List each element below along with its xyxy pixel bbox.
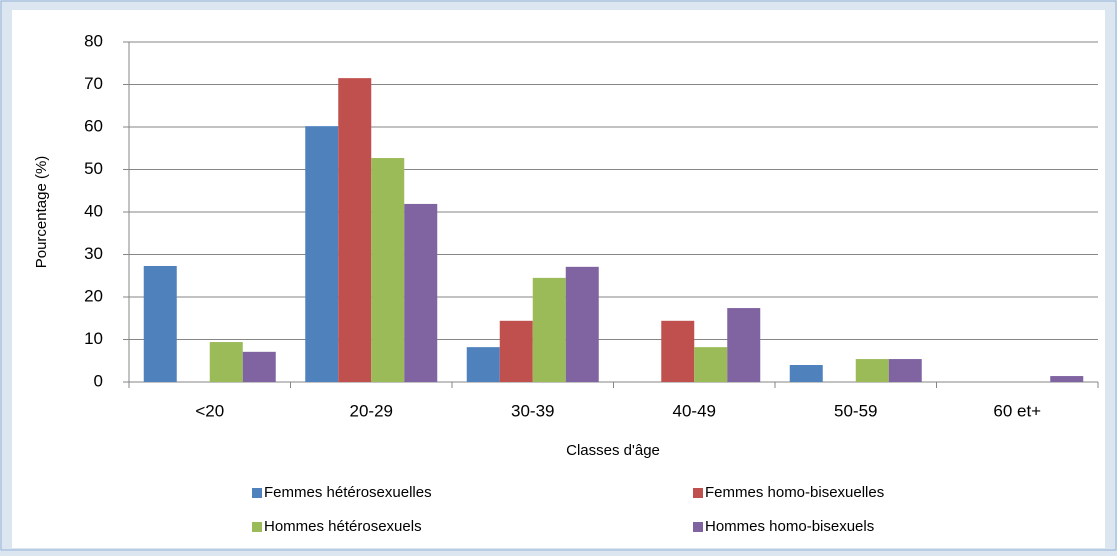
- x-axis-title: Classes d'âge: [566, 442, 660, 459]
- y-axis-title: Pourcentage (%): [33, 156, 50, 269]
- bar: [888, 359, 922, 382]
- y-tick-label: 10: [84, 329, 103, 348]
- y-tick-label: 20: [84, 286, 103, 305]
- bar: [532, 277, 566, 382]
- bar: [404, 203, 438, 382]
- y-tick-label: 40: [84, 201, 103, 220]
- legend-swatch: [252, 522, 262, 532]
- bar: [789, 365, 823, 382]
- bar: [694, 347, 728, 382]
- legend-label: Hommes homo-bisexuels: [705, 518, 874, 535]
- legend-swatch: [252, 488, 262, 498]
- y-tick-label: 60: [84, 116, 103, 135]
- x-tick-label: 30-39: [511, 401, 554, 420]
- x-tick-label: <20: [195, 401, 224, 420]
- legend-label: Hommes hétérosexuels: [264, 518, 422, 535]
- bar: [499, 320, 533, 382]
- bar: [727, 308, 761, 382]
- x-tick-label: 40-49: [673, 401, 716, 420]
- bar: [371, 158, 405, 382]
- y-tick-label: 30: [84, 244, 103, 263]
- x-tick-label: 20-29: [350, 401, 393, 420]
- legend-label: Femmes hétérosexuelles: [264, 484, 432, 501]
- legend-swatch: [693, 488, 703, 498]
- x-tick-label: 50-59: [834, 401, 877, 420]
- bar: [242, 351, 276, 382]
- bar: [338, 78, 372, 382]
- bar: [209, 342, 243, 382]
- bar: [1050, 376, 1084, 382]
- y-tick-label: 80: [84, 31, 103, 50]
- y-tick-label: 70: [84, 74, 103, 93]
- legend-label: Femmes homo-bisexuelles: [705, 484, 884, 501]
- bar: [661, 320, 695, 382]
- bar: [565, 266, 599, 382]
- legend-swatch: [693, 522, 703, 532]
- x-tick-label: 60 et+: [993, 401, 1041, 420]
- bar: [466, 347, 500, 382]
- y-tick-label: 0: [94, 371, 103, 390]
- bar: [855, 359, 889, 382]
- bar: [305, 126, 339, 383]
- y-tick-label: 50: [84, 159, 103, 178]
- bar: [143, 265, 177, 382]
